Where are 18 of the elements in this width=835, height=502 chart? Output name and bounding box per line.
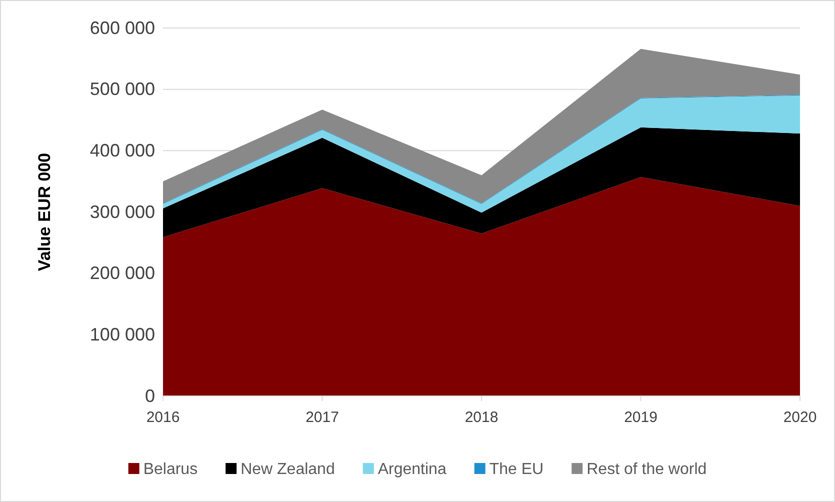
legend-label: Belarus <box>143 461 198 478</box>
x-tick-label: 2016 <box>146 409 180 426</box>
legend-label: New Zealand <box>240 461 335 478</box>
x-tick-label: 2020 <box>783 409 817 426</box>
y-tick-label: 600 000 <box>90 18 155 38</box>
y-tick-label: 0 <box>144 386 155 406</box>
legend-label: Argentina <box>378 461 446 478</box>
y-tick-label: 400 000 <box>90 140 155 160</box>
y-tick-label: 100 000 <box>90 324 155 344</box>
x-tick-label: 2018 <box>464 409 498 426</box>
y-tick-label: 500 000 <box>90 79 155 100</box>
y-tick-label: 200 000 <box>90 263 155 284</box>
legend-label: The EU <box>489 461 544 478</box>
x-tick-label: 2019 <box>624 409 658 426</box>
y-axis-title: Value EUR 000 <box>35 152 54 272</box>
y-tick-label: 300 000 <box>90 202 155 222</box>
legend-label: Rest of the world <box>586 461 707 478</box>
x-tick-label: 2017 <box>306 409 339 426</box>
